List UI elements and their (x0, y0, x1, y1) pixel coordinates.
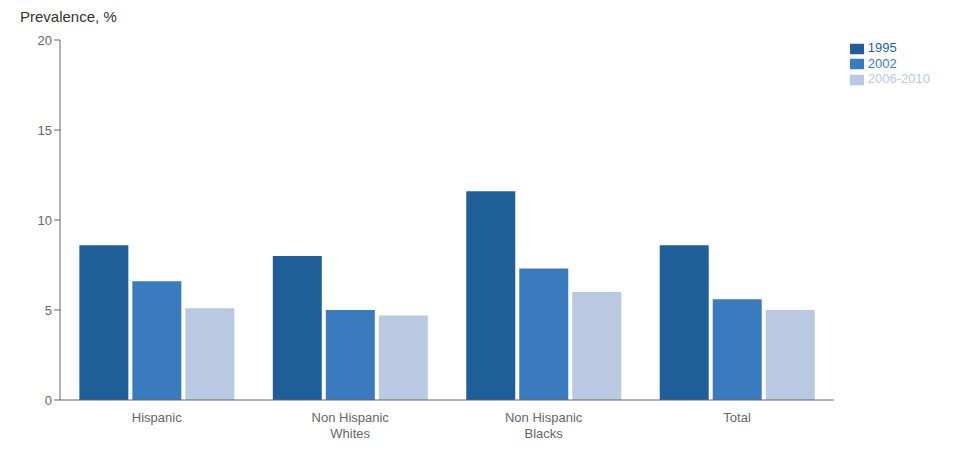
svg-text:0: 0 (45, 393, 52, 408)
svg-text:10: 10 (38, 213, 52, 228)
html-text:2006-2010: 2006-2010 (867, 71, 930, 87)
html-text:Prevalence, %: Prevalence, % (20, 8, 117, 25)
svg-text:20: 20 (38, 33, 52, 48)
svg-text:Total: Total (723, 410, 751, 425)
svg-text:Hispanic: Hispanic (132, 410, 182, 425)
html-text:1995: 1995 (867, 40, 897, 55)
svg-text:Non HispanicWhites: Non HispanicWhites (312, 410, 390, 441)
svg-text:15: 15 (38, 123, 52, 138)
svg-text:Non HispanicBlacks: Non HispanicBlacks (505, 410, 583, 441)
svg-text:5: 5 (45, 303, 52, 318)
html-text:2002: 2002 (867, 55, 897, 71)
